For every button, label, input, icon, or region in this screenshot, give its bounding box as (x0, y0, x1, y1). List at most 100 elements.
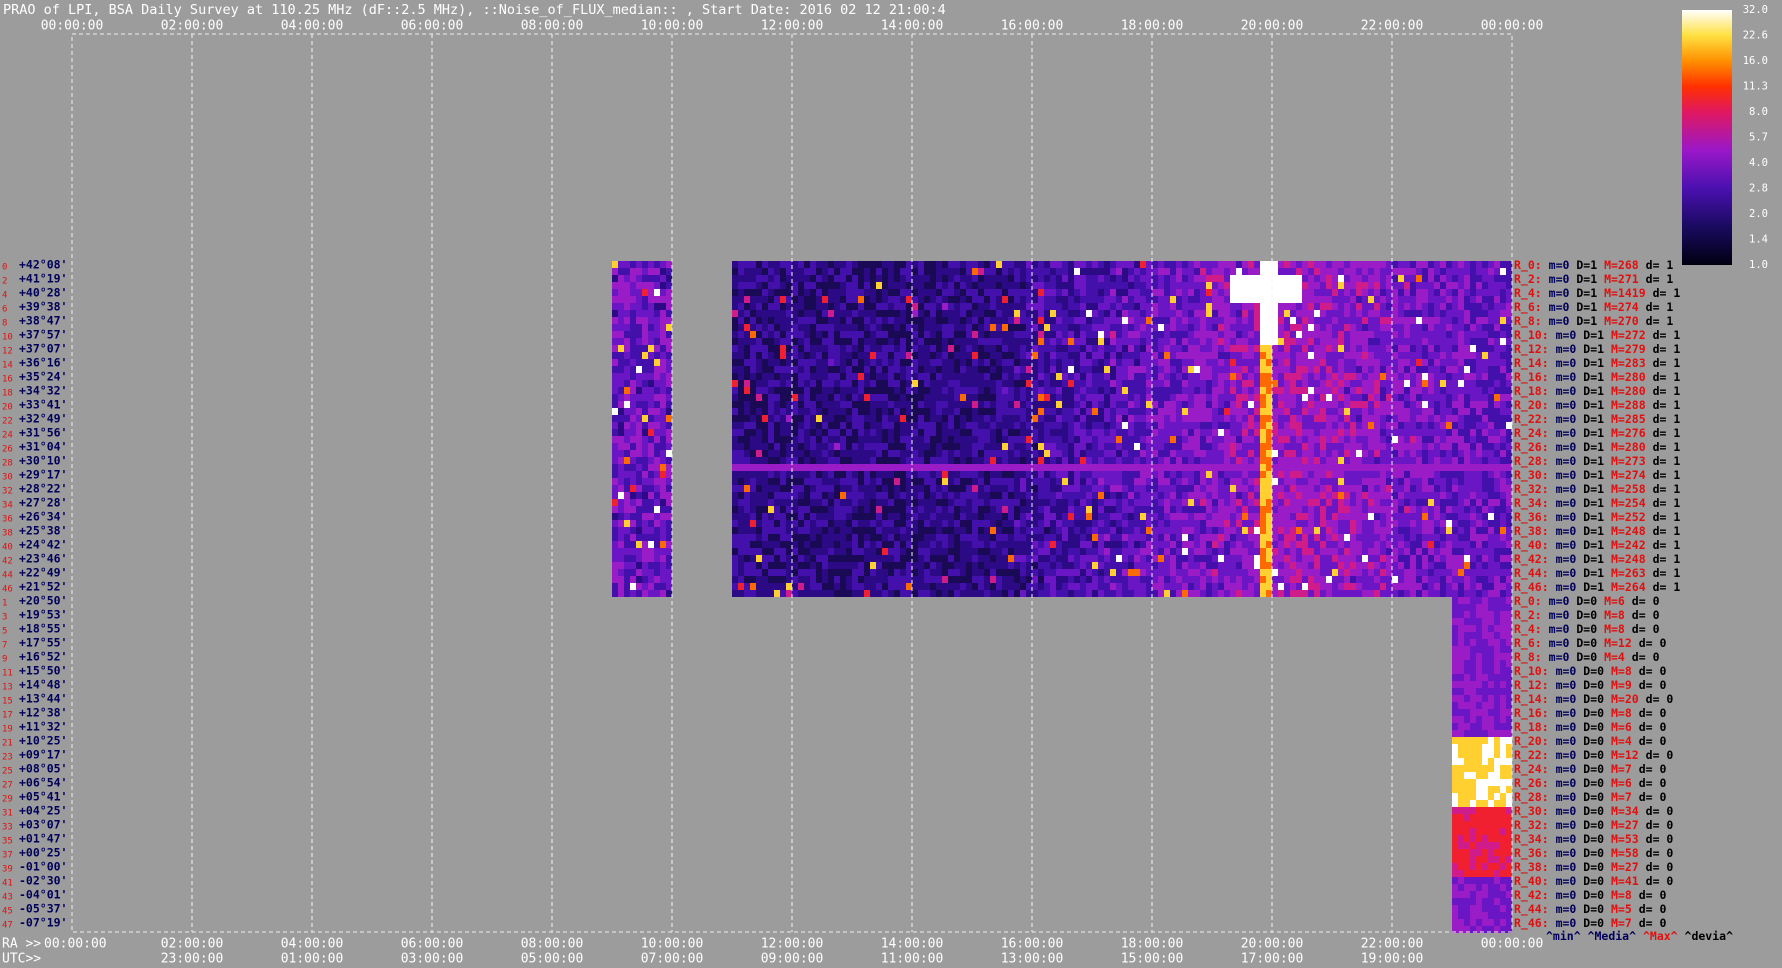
stat-m: M=280 (1611, 384, 1646, 398)
stat-label: R_0: (1514, 594, 1542, 609)
row-index: 18 (2, 389, 13, 399)
row-stats: R_34: m=0 D=1 M=254 d= 1 (1514, 496, 1680, 511)
stat-d: D=0 (1583, 902, 1604, 916)
stat-d: d= 1 (1653, 566, 1681, 580)
row-index: 19 (2, 725, 13, 735)
row-index: 34 (2, 501, 13, 511)
row-stats: R_46: m=0 D=1 M=264 d= 1 (1514, 580, 1680, 595)
stat-m: M=270 (1604, 314, 1639, 328)
declination: -07°19' (19, 916, 67, 930)
stat-d: d= 1 (1646, 300, 1674, 314)
declination: +42°08' (19, 258, 67, 272)
utc-tick-label: 03:00:00 (401, 952, 464, 967)
row-index: 30 (2, 473, 13, 483)
stat-d: d= 0 (1639, 790, 1667, 804)
stat-m: M=258 (1611, 482, 1646, 496)
row-stats: R_6: m=0 D=1 M=274 d= 1 (1514, 300, 1673, 315)
stat-m: m=0 (1556, 818, 1577, 832)
row-stats: R_38: m=0 D=1 M=248 d= 1 (1514, 524, 1680, 539)
stat-m: m=0 (1549, 608, 1570, 622)
stat-d: D=1 (1583, 524, 1604, 538)
stat-label: R_2: (1514, 608, 1542, 623)
heatmap (612, 261, 1512, 933)
colorbar-label: 1.0 (1749, 259, 1768, 271)
stat-m: M=7 (1611, 916, 1632, 930)
ra-tick-label: 18:00:00 (1121, 937, 1184, 952)
stat-m: m=0 (1556, 804, 1577, 818)
declination: +31°56' (19, 426, 67, 440)
stat-m: M=12 (1611, 748, 1639, 762)
stat-m: M=274 (1611, 468, 1646, 482)
stat-d: D=1 (1576, 258, 1597, 272)
utc-tick-label: 13:00:00 (1001, 952, 1064, 967)
stat-m: M=6 (1611, 776, 1632, 790)
top-tick-label: 20:00:00 (1241, 19, 1304, 34)
colorbar-label: 2.0 (1749, 208, 1768, 220)
stat-label: R_10: (1514, 664, 1549, 679)
stat-m: m=0 (1556, 902, 1577, 916)
utc-tick-label: 09:00:00 (761, 952, 824, 967)
colorbar-label: 22.6 (1743, 30, 1768, 42)
row-stats: R_42: m=0 D=1 M=248 d= 1 (1514, 552, 1680, 567)
stat-label: R_40: (1514, 874, 1549, 889)
stat-d: D=1 (1583, 426, 1604, 440)
row-stats: R_36: m=0 D=0 M=58 d= 0 (1514, 846, 1673, 861)
stat-label: R_36: (1514, 846, 1549, 861)
row-stats: R_10: m=0 D=0 M=8 d= 0 (1514, 664, 1666, 679)
stat-d: d= 0 (1632, 650, 1660, 664)
stat-d: d= 0 (1639, 720, 1667, 734)
stat-d: D=0 (1576, 608, 1597, 622)
row-index: 2 (2, 277, 7, 287)
top-tick-label: 18:00:00 (1121, 19, 1184, 34)
stat-m: m=0 (1556, 692, 1577, 706)
row-stats: R_6: m=0 D=0 M=12 d= 0 (1514, 636, 1666, 651)
declination: +00°25' (19, 846, 67, 860)
stat-m: M=1419 (1604, 286, 1646, 300)
stat-m: m=0 (1549, 314, 1570, 328)
stat-d: d= 1 (1653, 286, 1681, 300)
stat-label: R_30: (1514, 468, 1549, 483)
stat-m: m=0 (1556, 398, 1577, 412)
stat-label: R_44: (1514, 902, 1549, 917)
row-index: 26 (2, 445, 13, 455)
stat-label: R_8: (1514, 650, 1542, 665)
stat-label: R_36: (1514, 510, 1549, 525)
stat-m: M=4 (1611, 734, 1632, 748)
stat-d: D=0 (1583, 706, 1604, 720)
stat-m: M=268 (1604, 258, 1639, 272)
stat-label: R_18: (1514, 384, 1549, 399)
legend-entry: ^Max^ (1643, 929, 1678, 943)
stats-legend: ^min^ ^Media^ ^Max^ ^devia^ (1546, 929, 1733, 943)
declination: +37°07' (19, 342, 67, 356)
row-index: 22 (2, 417, 13, 427)
stat-label: R_10: (1514, 328, 1549, 343)
declination: +33°41' (19, 398, 67, 412)
row-index: 39 (2, 865, 13, 875)
stat-label: R_12: (1514, 678, 1549, 693)
stat-m: m=0 (1556, 916, 1577, 930)
stat-d: D=0 (1583, 664, 1604, 678)
top-tick-label: 02:00:00 (161, 19, 224, 34)
stat-d: D=0 (1576, 636, 1597, 650)
stat-m: m=0 (1556, 328, 1577, 342)
ra-tick-label: 16:00:00 (1001, 937, 1064, 952)
row-stats: R_26: m=0 D=1 M=280 d= 1 (1514, 440, 1680, 455)
stat-d: D=0 (1576, 594, 1597, 608)
declination: +23°46' (19, 552, 67, 566)
stat-m: M=273 (1611, 454, 1646, 468)
row-index: 23 (2, 753, 13, 763)
stat-m: m=0 (1556, 552, 1577, 566)
ra-tick-label: 08:00:00 (521, 937, 584, 952)
stat-m: M=41 (1611, 874, 1639, 888)
row-index: 4 (2, 291, 7, 301)
stat-label: R_20: (1514, 734, 1549, 749)
stat-m: m=0 (1549, 636, 1570, 650)
stat-m: M=7 (1611, 762, 1632, 776)
declination: +27°28' (19, 496, 67, 510)
declination: +06°54' (19, 776, 67, 790)
stat-label: R_38: (1514, 860, 1549, 875)
row-index: 37 (2, 851, 13, 861)
stat-d: D=0 (1576, 650, 1597, 664)
colorbar-label: 8.0 (1749, 106, 1768, 118)
stat-d: d= 0 (1646, 860, 1674, 874)
